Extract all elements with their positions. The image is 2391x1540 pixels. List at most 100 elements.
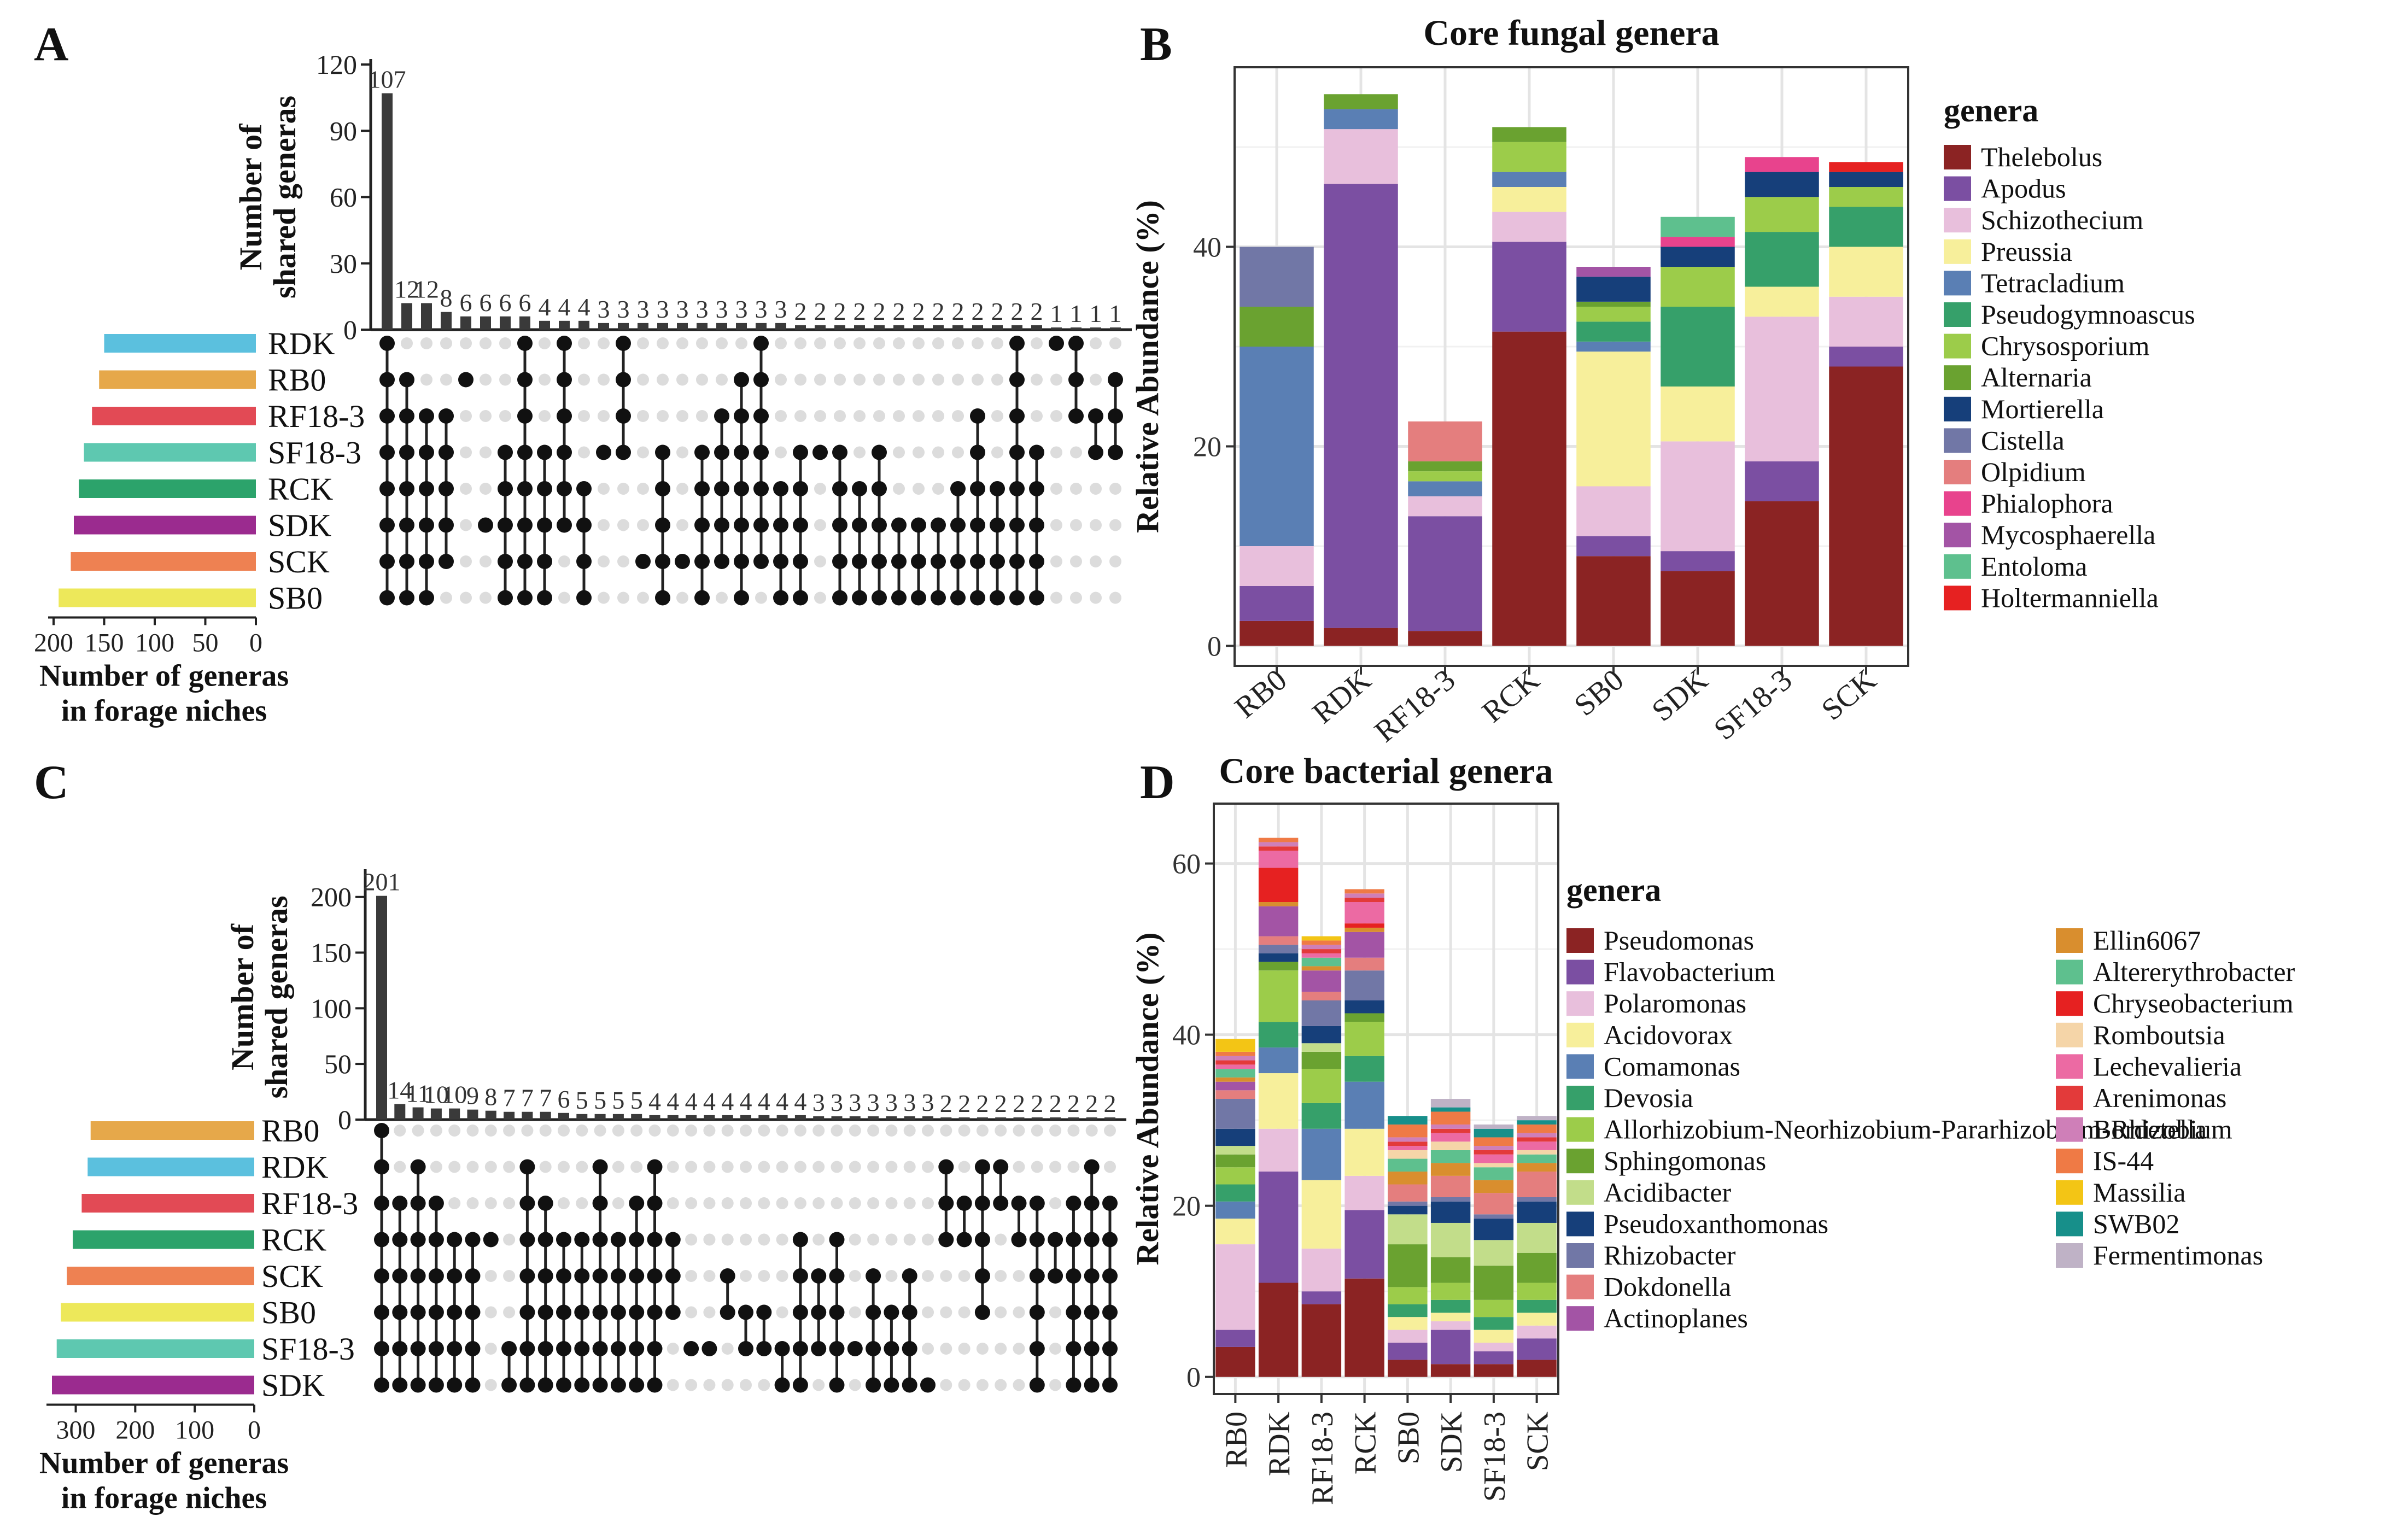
legend-label: Mycosphaerella	[1981, 519, 2155, 550]
matrix-dot-empty	[617, 519, 629, 531]
bar-segment	[1215, 1060, 1255, 1065]
intersection-count-label: 2	[991, 297, 1004, 325]
legend-swatch	[1944, 554, 1971, 579]
bar-segment	[1430, 1321, 1471, 1330]
intersection-bar	[540, 1111, 551, 1120]
set-size-axis-label: in forage niches	[61, 1482, 267, 1515]
matrix-dot-filled	[428, 1232, 444, 1248]
matrix-dot-empty	[932, 410, 944, 422]
bar-segment	[1344, 1022, 1384, 1056]
matrix-dot-filled	[950, 481, 966, 496]
matrix-dot-filled	[1009, 590, 1025, 606]
intersection-bar	[667, 1115, 679, 1120]
matrix-dot-empty	[812, 1197, 825, 1209]
matrix-dot-empty	[539, 1161, 552, 1173]
set-size-tick-label: 0	[248, 1416, 261, 1445]
intersection-count-label: 1	[1070, 300, 1083, 327]
matrix-dot-filled	[714, 517, 729, 533]
matrix-dot-filled	[519, 1377, 535, 1393]
matrix-dot-filled	[956, 1232, 972, 1248]
matrix-dot-filled	[1088, 408, 1103, 424]
matrix-dot-filled	[832, 590, 847, 606]
bar-segment	[1240, 586, 1314, 621]
legend-label: Pseudogymnoascus	[1981, 299, 2195, 330]
bar-segment	[1215, 1146, 1255, 1155]
plot-border	[1234, 66, 1909, 667]
matrix-dot-empty	[430, 1161, 442, 1173]
matrix-dot-filled	[1029, 1232, 1045, 1248]
bar-segment	[1215, 1244, 1255, 1330]
x-tick-label: RDK	[1306, 663, 1377, 730]
matrix-dot-filled	[990, 590, 1005, 606]
matrix-dot-filled	[1029, 590, 1044, 606]
matrix-dot-empty	[440, 373, 452, 386]
matrix-dot-empty	[849, 1270, 861, 1282]
matrix-dot-empty	[776, 1125, 788, 1137]
bar-segment	[1517, 1283, 1557, 1300]
bar-segment	[1301, 1103, 1342, 1129]
legend-label: Holtermanniella	[1981, 582, 2159, 613]
matrix-dot-empty	[440, 337, 452, 349]
matrix-dot-empty	[740, 1125, 752, 1137]
matrix-dot-empty	[758, 1197, 770, 1209]
set-size-bar	[52, 1375, 254, 1395]
bar-segment	[1388, 1116, 1428, 1125]
bar-segment	[1344, 1013, 1384, 1022]
matrix-dot-filled	[1102, 1341, 1118, 1356]
matrix-dot-empty	[703, 1270, 716, 1282]
matrix-dot-empty	[630, 1125, 643, 1137]
matrix-dot-empty	[991, 373, 1003, 386]
matrix-dot-filled	[379, 336, 395, 351]
matrix-dot-filled	[1084, 1159, 1100, 1175]
bar-segment	[1215, 1330, 1255, 1347]
matrix-dot-empty	[1104, 1161, 1116, 1173]
matrix-dot-empty	[657, 410, 669, 422]
legend-swatch	[2056, 1022, 2083, 1047]
intersection-count-label: 3	[885, 1088, 898, 1116]
intersection-bar	[940, 1117, 952, 1120]
matrix-dot-filled	[647, 1268, 663, 1284]
legend-label: Polaromonas	[1604, 988, 1746, 1018]
matrix-dot-filled	[647, 1232, 663, 1248]
matrix-dot-empty	[598, 592, 610, 604]
matrix-dot-filled	[970, 517, 985, 533]
matrix-dot-empty	[991, 337, 1003, 349]
bar-segment	[1829, 296, 1903, 347]
set-name-label: RF18-3	[261, 1186, 358, 1221]
intersection-count-label: 2	[1049, 1090, 1062, 1117]
matrix-dot-filled	[1102, 1268, 1118, 1284]
bar-segment	[1408, 496, 1482, 517]
bar-segment	[1474, 1343, 1514, 1351]
matrix-dot-filled	[399, 481, 414, 496]
intersection-bar	[992, 325, 1003, 330]
set-size-tick-label: 100	[175, 1416, 214, 1445]
bar-segment	[1492, 142, 1566, 172]
intersection-count-label: 12	[414, 276, 439, 303]
bar-segment	[1388, 1330, 1428, 1343]
matrix-dot-empty	[958, 1343, 971, 1355]
matrix-dot-empty	[412, 1125, 424, 1137]
matrix-dot-empty	[893, 410, 905, 422]
matrix-dot-empty	[776, 1306, 788, 1319]
intersection-count-label: 3	[922, 1088, 934, 1116]
y-tick-label: 150	[311, 938, 352, 968]
matrix-dot-empty	[758, 1270, 770, 1282]
matrix-dot-filled	[439, 481, 454, 496]
matrix-dot-filled	[592, 1304, 608, 1320]
matrix-dot-empty	[480, 410, 492, 422]
legend-swatch	[1566, 1022, 1594, 1047]
matrix-dot-filled	[1009, 444, 1025, 460]
matrix-dot-empty	[503, 1306, 516, 1319]
matrix-dot-empty	[721, 1233, 734, 1246]
matrix-dot-empty	[1104, 1125, 1116, 1137]
matrix-dot-filled	[911, 590, 926, 606]
matrix-dot-empty	[849, 1161, 861, 1173]
intersection-count-label: 3	[617, 295, 630, 323]
matrix-dot-empty	[995, 1270, 1007, 1282]
matrix-dot-filled	[884, 1377, 899, 1393]
matrix-dot-empty	[539, 410, 551, 422]
matrix-dot-empty	[995, 1343, 1007, 1355]
intersection-bar	[849, 1116, 861, 1120]
matrix-dot-filled	[439, 408, 454, 424]
matrix-dot-empty	[958, 1379, 971, 1391]
